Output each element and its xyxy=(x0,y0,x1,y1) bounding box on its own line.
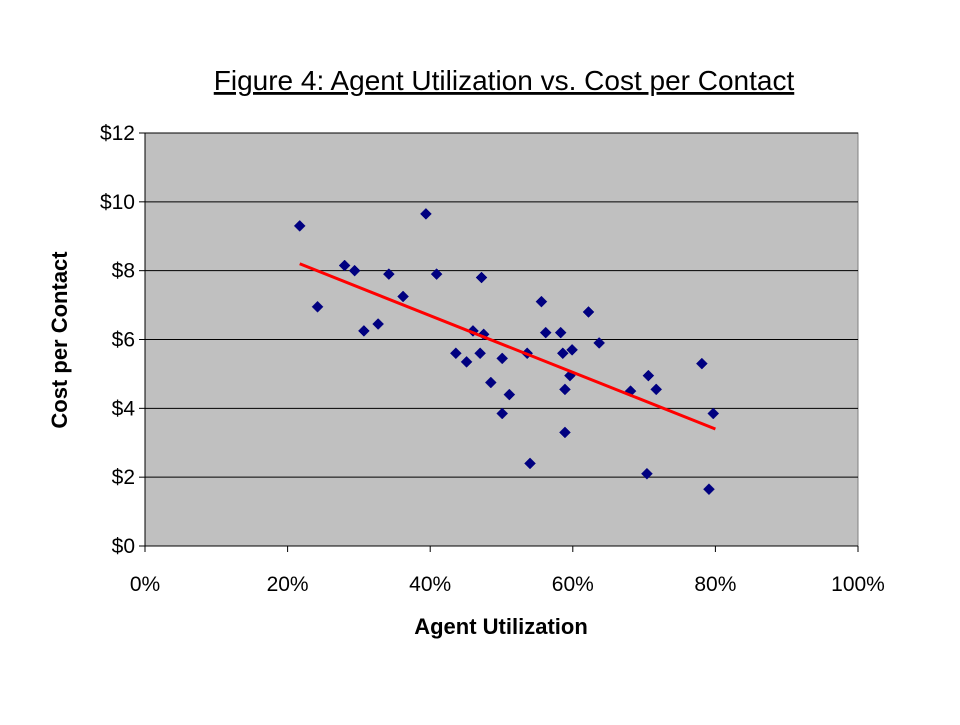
data-point xyxy=(503,388,516,401)
x-axis-ticks: 0% 20% 40% 60% 80% 100% xyxy=(130,546,885,596)
data-point xyxy=(484,376,497,389)
data-point xyxy=(496,407,509,420)
y-tick-label: $2 xyxy=(112,466,135,489)
data-point xyxy=(641,467,653,480)
y-tick-label: $0 xyxy=(112,535,135,558)
data-point xyxy=(556,347,569,360)
x-tick-label: 100% xyxy=(831,573,885,596)
data-point xyxy=(474,347,486,360)
data-point xyxy=(311,300,324,313)
data-point xyxy=(566,343,578,356)
data-point xyxy=(358,325,370,337)
data-point xyxy=(293,220,306,232)
data-point xyxy=(475,271,488,284)
y-axis-label: Cost per Contact xyxy=(47,251,72,429)
data-point xyxy=(524,457,536,470)
data-point xyxy=(430,268,443,280)
data-point xyxy=(450,347,462,360)
x-tick-label: 60% xyxy=(552,573,594,596)
data-point xyxy=(420,208,432,220)
data-points xyxy=(293,208,720,496)
data-point xyxy=(397,290,409,303)
data-point xyxy=(460,356,473,368)
data-point xyxy=(348,264,361,277)
x-tick-label: 0% xyxy=(130,573,160,596)
data-point xyxy=(559,426,571,439)
data-point xyxy=(695,357,708,370)
y-tick-label: $10 xyxy=(100,191,135,214)
data-point xyxy=(707,407,720,420)
data-point xyxy=(554,326,567,339)
gridlines xyxy=(145,132,858,478)
data-point xyxy=(338,259,351,272)
x-axis-label: Agent Utilization xyxy=(414,614,588,639)
x-tick-label: 20% xyxy=(267,573,309,596)
y-tick-label: $12 xyxy=(100,122,135,145)
data-point xyxy=(559,383,571,396)
data-point xyxy=(372,318,385,330)
data-point xyxy=(539,326,552,339)
x-tick-label: 40% xyxy=(409,573,451,596)
data-point xyxy=(703,483,715,496)
y-tick-label: $6 xyxy=(112,329,135,352)
data-point xyxy=(650,383,663,396)
x-tick-label: 80% xyxy=(694,573,736,596)
data-point xyxy=(582,306,595,318)
data-point xyxy=(382,268,395,280)
trendline xyxy=(299,262,716,431)
y-tick-label: $8 xyxy=(112,260,135,283)
data-point xyxy=(642,369,655,382)
data-point xyxy=(593,337,606,349)
data-point xyxy=(496,352,509,365)
data-point xyxy=(535,295,548,308)
y-tick-label: $4 xyxy=(112,397,136,420)
y-axis-ticks: $0 $2 $4 $6 $8 $10 $12 xyxy=(100,122,145,558)
chart-title: Figure 4: Agent Utilization vs. Cost per… xyxy=(214,65,795,96)
